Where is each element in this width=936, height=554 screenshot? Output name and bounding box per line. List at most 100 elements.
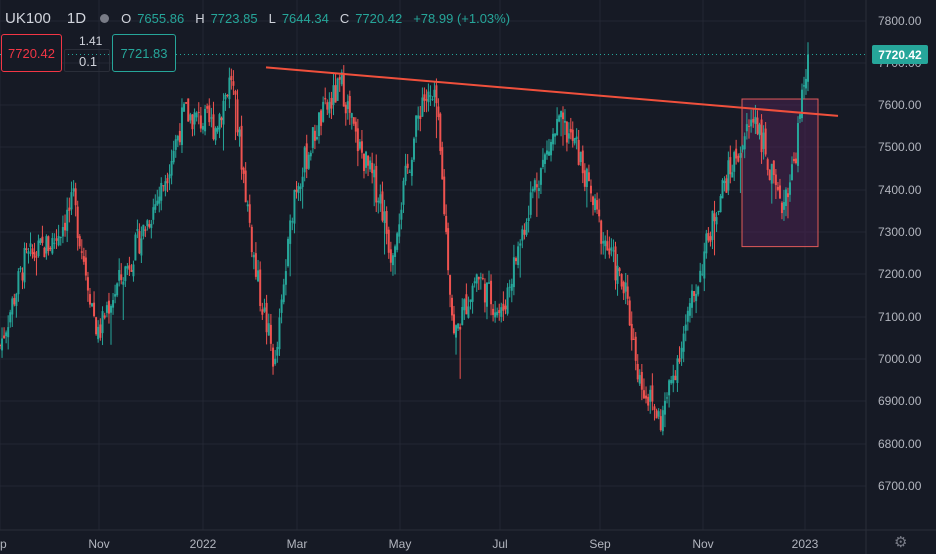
candle-body [802,85,805,87]
candle-body [252,254,255,258]
candle-body [400,209,403,220]
candle-body [330,97,333,109]
timeframe-label[interactable]: 1D [66,9,87,27]
candle-body [443,176,446,215]
candle-body [768,169,771,181]
candle-body [506,287,509,314]
candle-body [743,136,746,150]
candle-body [562,112,565,120]
candle-body [510,283,513,291]
candle-body [655,410,658,419]
candle-body [429,95,432,97]
candle-body [248,204,251,223]
candle-body [23,247,26,283]
candle-body [311,127,314,148]
candle-body [238,129,241,137]
candle-body [490,280,493,305]
candle-body [498,310,501,313]
candle-body [653,406,656,410]
candle-body [560,111,563,118]
candle-body [638,375,641,384]
candle-body [25,248,28,250]
candle-body [365,151,368,168]
candle-body [160,182,163,201]
candle-body [651,385,654,402]
candle-body [577,139,580,165]
candle-body [800,89,803,119]
candle-body [320,110,323,126]
candle-body [537,188,540,192]
last-price-label: 7720.42 [872,45,928,64]
candle-body [142,224,145,237]
candle-body [356,128,359,152]
candle-body [459,326,462,330]
candle-body [250,226,253,253]
candle-body [758,124,761,136]
buy-button[interactable]: 7721.83 [112,34,176,72]
candle-body [750,119,753,127]
candle-body [630,323,633,341]
candle-body [404,165,407,182]
high-value: 7723.85 [210,10,258,26]
candle-body [596,200,599,210]
candle-body [550,141,553,156]
candle-body [82,256,85,262]
candle-body [435,85,438,104]
candle-body [770,163,773,184]
candle-body [105,305,108,313]
candle-body [346,101,349,109]
candle-body [670,379,673,384]
candle-body [47,236,50,252]
x-tick-label: Nov [692,537,713,551]
candle-body [185,102,188,104]
candle-body [232,81,235,86]
candle-body [383,211,386,224]
quantity-box[interactable] [64,49,110,72]
candle-body [558,115,561,122]
candle-body [473,281,476,284]
candle-body [274,358,277,365]
symbol-name[interactable]: UK100 [5,9,51,27]
candle-body [338,77,341,80]
candle-body [152,207,155,220]
candle-body [29,243,32,247]
candle-body [84,257,87,276]
candle-body [31,248,34,255]
y-tick-label: 7500.00 [878,140,922,154]
candle-body [672,375,675,384]
candle-body [592,196,595,206]
candle-body [452,314,455,334]
candle-body [246,204,249,207]
candle-body [512,257,515,288]
candle-body [415,115,418,137]
candle-body [118,269,121,281]
candle-body [242,167,245,174]
y-tick-label: 7300.00 [878,225,922,239]
candle-body [581,150,584,174]
gear-icon[interactable]: ⚙ [894,534,908,551]
candle-body [43,247,46,258]
resistance-trendline [265,66,839,117]
candle-body [634,336,637,361]
candle-body [230,75,233,81]
candle-body [88,294,91,305]
candle-body [703,251,706,279]
candle-body [158,196,161,204]
candle-body [156,200,159,205]
quantity-input[interactable]: 0.1 [79,54,98,69]
candle-body [533,180,536,191]
candle-body [717,210,720,212]
candle-body [99,324,102,338]
candle-body [284,271,287,285]
candle-body [272,347,275,367]
candle-body [13,297,16,305]
candle-body [261,309,264,315]
candle-body [387,229,390,253]
candle-body [342,73,345,107]
sell-button[interactable]: 7720.42 [1,34,62,72]
candle-body [216,127,219,132]
candle-body [604,240,607,247]
candle-body [612,250,615,252]
